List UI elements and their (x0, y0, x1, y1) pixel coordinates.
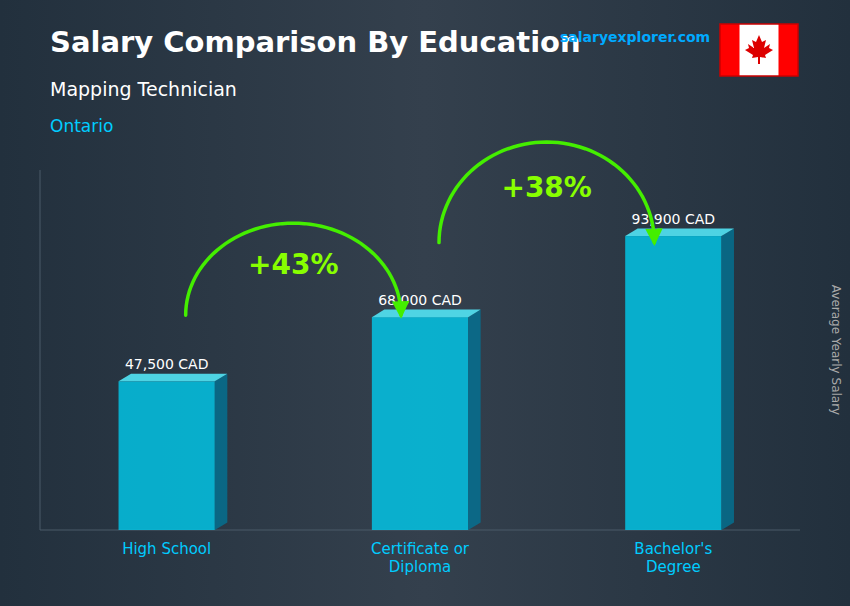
change-label: +38% (501, 171, 591, 204)
x-tick-label-line: Bachelor's (634, 540, 712, 558)
bar-side (721, 229, 734, 530)
bar (119, 381, 215, 530)
x-tick-label-line: High School (122, 540, 211, 558)
bar-top (119, 374, 228, 382)
bar-top (625, 229, 734, 237)
bars (119, 229, 734, 530)
x-tick-label-line: Degree (646, 558, 701, 576)
change-arrow (439, 142, 654, 243)
x-tick-label: Bachelor'sDegree (634, 540, 712, 576)
bar (625, 236, 721, 530)
change-label: +43% (248, 248, 338, 281)
flag-field (720, 24, 798, 76)
bar (372, 317, 468, 530)
flag-leaf (745, 35, 773, 64)
flag (720, 24, 798, 76)
flag-band (779, 24, 799, 76)
change-arrow (186, 223, 401, 315)
x-tick-label-line: Certificate or (371, 540, 470, 558)
bar-side (215, 374, 228, 530)
title: Salary Comparison By Education (50, 25, 581, 59)
x-tick-label-line: Diploma (389, 558, 451, 576)
data-label: 47,500 CAD (125, 356, 209, 372)
flag-border (720, 24, 798, 76)
chart-container: High School Certificate orDiploma Bachelor… (0, 0, 850, 606)
x-tick-label: High School (122, 540, 211, 558)
x-tick-label: Certificate orDiploma (371, 540, 470, 576)
bar-top (372, 310, 481, 318)
subtitle: Mapping Technician (50, 78, 237, 100)
y-axis-label: Average Yearly Salary (829, 285, 843, 415)
location: Ontario (50, 116, 113, 136)
data-label: 93,900 CAD (632, 211, 716, 227)
flag-band (720, 24, 740, 76)
bar-side (468, 310, 481, 530)
background (0, 0, 850, 606)
data-label: 68,000 CAD (378, 292, 462, 308)
chart-svg: High School Certificate orDiploma Bachelor… (0, 0, 850, 606)
y-axis-line (40, 170, 41, 530)
source: salaryexplorer.com (560, 29, 710, 45)
